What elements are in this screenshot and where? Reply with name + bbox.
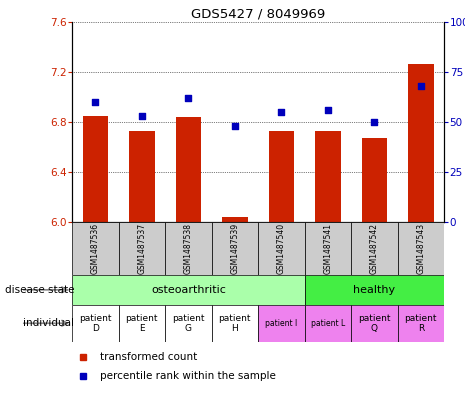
- Text: patient
Q: patient Q: [358, 314, 391, 333]
- Text: patient I: patient I: [265, 319, 298, 328]
- Bar: [165, 222, 212, 275]
- Bar: [351, 222, 398, 275]
- Text: patient
H: patient H: [219, 314, 251, 333]
- Title: GDS5427 / 8049969: GDS5427 / 8049969: [191, 7, 325, 20]
- Bar: [361, 138, 387, 222]
- Bar: [72, 275, 305, 305]
- Bar: [258, 222, 305, 275]
- Bar: [72, 222, 119, 275]
- Bar: [119, 222, 165, 275]
- Text: patient
D: patient D: [79, 314, 112, 333]
- Point: [417, 83, 425, 89]
- Bar: [72, 305, 119, 342]
- Bar: [175, 117, 201, 222]
- Text: GSM1487540: GSM1487540: [277, 223, 286, 274]
- Text: transformed count: transformed count: [100, 352, 197, 362]
- Bar: [398, 222, 444, 275]
- Bar: [351, 305, 398, 342]
- Text: individual: individual: [23, 318, 74, 328]
- Bar: [268, 130, 294, 222]
- Bar: [212, 222, 258, 275]
- Text: patient
G: patient G: [172, 314, 205, 333]
- Text: GSM1487536: GSM1487536: [91, 223, 100, 274]
- Point: [185, 95, 192, 101]
- Bar: [305, 222, 351, 275]
- Bar: [315, 130, 340, 222]
- Text: patient L: patient L: [311, 319, 345, 328]
- Text: GSM1487539: GSM1487539: [230, 223, 239, 274]
- Point: [324, 107, 332, 113]
- Bar: [165, 305, 212, 342]
- Text: percentile rank within the sample: percentile rank within the sample: [100, 371, 276, 382]
- Bar: [305, 275, 444, 305]
- Text: patient
E: patient E: [126, 314, 158, 333]
- Point: [138, 113, 146, 119]
- Bar: [222, 217, 247, 222]
- Bar: [212, 305, 258, 342]
- Text: patient
R: patient R: [405, 314, 437, 333]
- Bar: [408, 64, 433, 222]
- Text: GSM1487542: GSM1487542: [370, 223, 379, 274]
- Point: [92, 99, 99, 105]
- Bar: [119, 305, 165, 342]
- Bar: [258, 305, 305, 342]
- Text: GSM1487541: GSM1487541: [323, 223, 332, 274]
- Point: [278, 108, 285, 115]
- Bar: [129, 130, 154, 222]
- Text: GSM1487538: GSM1487538: [184, 223, 193, 274]
- Point: [231, 123, 239, 129]
- Text: healthy: healthy: [353, 285, 395, 295]
- Bar: [398, 305, 444, 342]
- Bar: [82, 116, 108, 222]
- Text: disease state: disease state: [5, 285, 74, 295]
- Text: GSM1487543: GSM1487543: [416, 223, 425, 274]
- Bar: [305, 305, 351, 342]
- Point: [371, 119, 378, 125]
- Text: GSM1487537: GSM1487537: [137, 223, 146, 274]
- Text: osteoarthritic: osteoarthritic: [151, 285, 226, 295]
